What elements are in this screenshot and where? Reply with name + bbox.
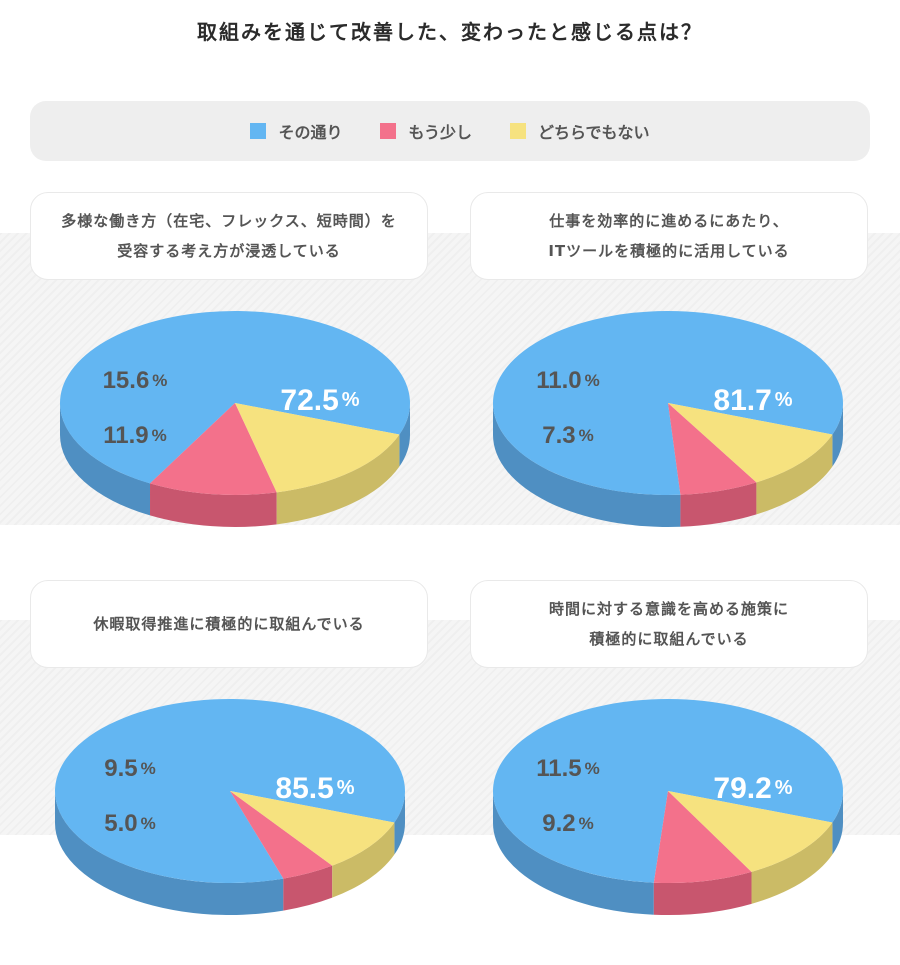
- slice-sonotoori-side: [394, 791, 405, 855]
- value-label-mousukoshi: 11.9%: [103, 422, 167, 449]
- slice-mousukoshi-side: [653, 871, 752, 915]
- value-unit: %: [141, 814, 156, 833]
- slice-mousukoshi: [668, 403, 757, 495]
- value-unit: %: [775, 777, 793, 799]
- value-label-dochiratemonai: 11.0%: [536, 367, 600, 394]
- value-label-dochiratemonai: 15.6%: [103, 367, 168, 394]
- pie-chart-4: 79.2 %9.2 %11.5%: [493, 699, 843, 915]
- slice-sonotoori-side: [493, 403, 681, 527]
- value-unit: %: [585, 759, 600, 778]
- slice-dochiratemonai-side: [276, 434, 400, 525]
- slice-mousukoshi-side: [150, 483, 277, 527]
- value-number: 11.5: [536, 755, 581, 782]
- pie-top: [59, 311, 411, 495]
- value-unit: %: [579, 426, 594, 445]
- legend-label: その通り: [278, 123, 343, 142]
- value-label-sonotoori: 85.5%: [275, 772, 354, 805]
- value-number: 85.5: [275, 772, 333, 805]
- question-text: 仕事を効率的に進めるにあたり、 ITツールを積極的に活用している: [548, 212, 790, 260]
- value-unit: %: [152, 371, 167, 390]
- value-number: 79.2: [713, 772, 771, 805]
- value-number: 9.5: [104, 755, 137, 782]
- slice-dochiratemonai: [235, 403, 400, 493]
- slice-sonotoori-side: [55, 791, 284, 915]
- value-number: 15.6: [103, 367, 150, 394]
- legend-swatch-blue: [250, 123, 267, 139]
- slice-dochiratemonai-side: [332, 822, 395, 898]
- pie-chart-1: 72.5 %11.9 %15.6%: [59, 311, 411, 527]
- slice-sonotoori-side: [493, 791, 654, 915]
- value-number: 11.0: [536, 367, 581, 394]
- legend-swatch-yellow: [510, 123, 526, 139]
- question-card-3: 休暇取得推進に積極的に取組んでいる: [30, 580, 428, 668]
- slice-dochiratemonai-side: [751, 822, 833, 904]
- value-label-mousukoshi: 9.2%: [542, 810, 594, 837]
- slice-dochiratemonai: [230, 791, 395, 866]
- slice-sonotoori-side: [832, 403, 843, 467]
- slice-dochiratemonai: [668, 791, 833, 872]
- value-label-mousukoshi: 5.0%: [104, 810, 156, 837]
- pie-side-walls: [59, 403, 410, 527]
- slice-sonotoori-side: [399, 403, 410, 467]
- value-label-dochiratemonai: 11.5%: [536, 755, 600, 782]
- slice-dochiratemonai-side: [756, 434, 833, 515]
- legend-swatch-pink: [380, 123, 397, 139]
- legend-label: どちらでもない: [538, 123, 650, 142]
- value-number: 11.9: [103, 422, 148, 449]
- pie-top: [493, 699, 843, 883]
- value-number: 5.0: [104, 810, 137, 837]
- pie-side-walls: [55, 791, 405, 915]
- legend-label: もう少し: [408, 123, 472, 142]
- page-title: 取組みを通じて改善した、変わったと感じる点は？: [197, 20, 703, 44]
- slice-mousukoshi-side: [283, 865, 333, 911]
- value-unit: %: [337, 777, 355, 799]
- slice-sonotoori: [493, 311, 844, 495]
- slice-sonotoori-side: [832, 791, 843, 855]
- slice-sonotoori: [59, 311, 411, 484]
- pie-side-walls: [493, 403, 843, 527]
- value-label-sonotoori: 72.5%: [280, 384, 359, 417]
- slice-mousukoshi-side: [680, 482, 757, 527]
- value-unit: %: [152, 426, 167, 445]
- value-unit: %: [585, 371, 600, 390]
- pie-chart-2: 81.7 %7.3 %11.0%: [493, 311, 844, 527]
- slice-mousukoshi: [230, 791, 333, 879]
- value-label-sonotoori: 79.2%: [713, 772, 792, 805]
- pie-chart-3: 85.5 %5.0 %9.5%: [54, 699, 406, 915]
- value-unit: %: [342, 389, 360, 411]
- legend-item-sonotoori: その通り: [250, 119, 342, 143]
- value-number: 7.3: [542, 422, 575, 449]
- value-label-sonotoori: 81.7%: [713, 384, 792, 417]
- value-number: 81.7: [713, 384, 771, 417]
- value-unit: %: [775, 389, 793, 411]
- slice-sonotoori: [493, 699, 843, 883]
- slice-sonotoori-side: [59, 403, 151, 516]
- value-unit: %: [141, 759, 156, 778]
- slice-dochiratemonai: [668, 403, 833, 483]
- question-text: 休暇取得推進に積極的に取組んでいる: [93, 615, 365, 633]
- question-text: 多様な働き方（在宅、フレックス、短時間）を 受容する考え方が浸透している: [61, 212, 397, 260]
- value-label-mousukoshi: 7.3%: [542, 422, 594, 449]
- legend-item-dochiratemonai: どちらでもない: [510, 119, 650, 143]
- value-unit: %: [579, 814, 594, 833]
- question-card-2: 仕事を効率的に進めるにあたり、 ITツールを積極的に活用している: [470, 192, 868, 280]
- pie-side-walls: [493, 791, 843, 915]
- pie-top: [54, 699, 406, 883]
- slice-mousukoshi: [653, 791, 752, 883]
- question-card-4: 時間に対する意識を高める施策に 積極的に取組んでいる: [470, 580, 868, 668]
- slice-mousukoshi: [150, 403, 277, 495]
- legend-item-mousukoshi: もう少し: [380, 119, 472, 143]
- pie-top: [493, 311, 844, 495]
- legend: その通り もう少し どちらでもない: [30, 101, 870, 161]
- value-label-dochiratemonai: 9.5%: [104, 755, 156, 782]
- value-number: 72.5: [280, 384, 338, 417]
- value-number: 9.2: [542, 810, 575, 837]
- question-card-1: 多様な働き方（在宅、フレックス、短時間）を 受容する考え方が浸透している: [30, 192, 428, 280]
- question-text: 時間に対する意識を高める施策に 積極的に取組んでいる: [548, 600, 789, 648]
